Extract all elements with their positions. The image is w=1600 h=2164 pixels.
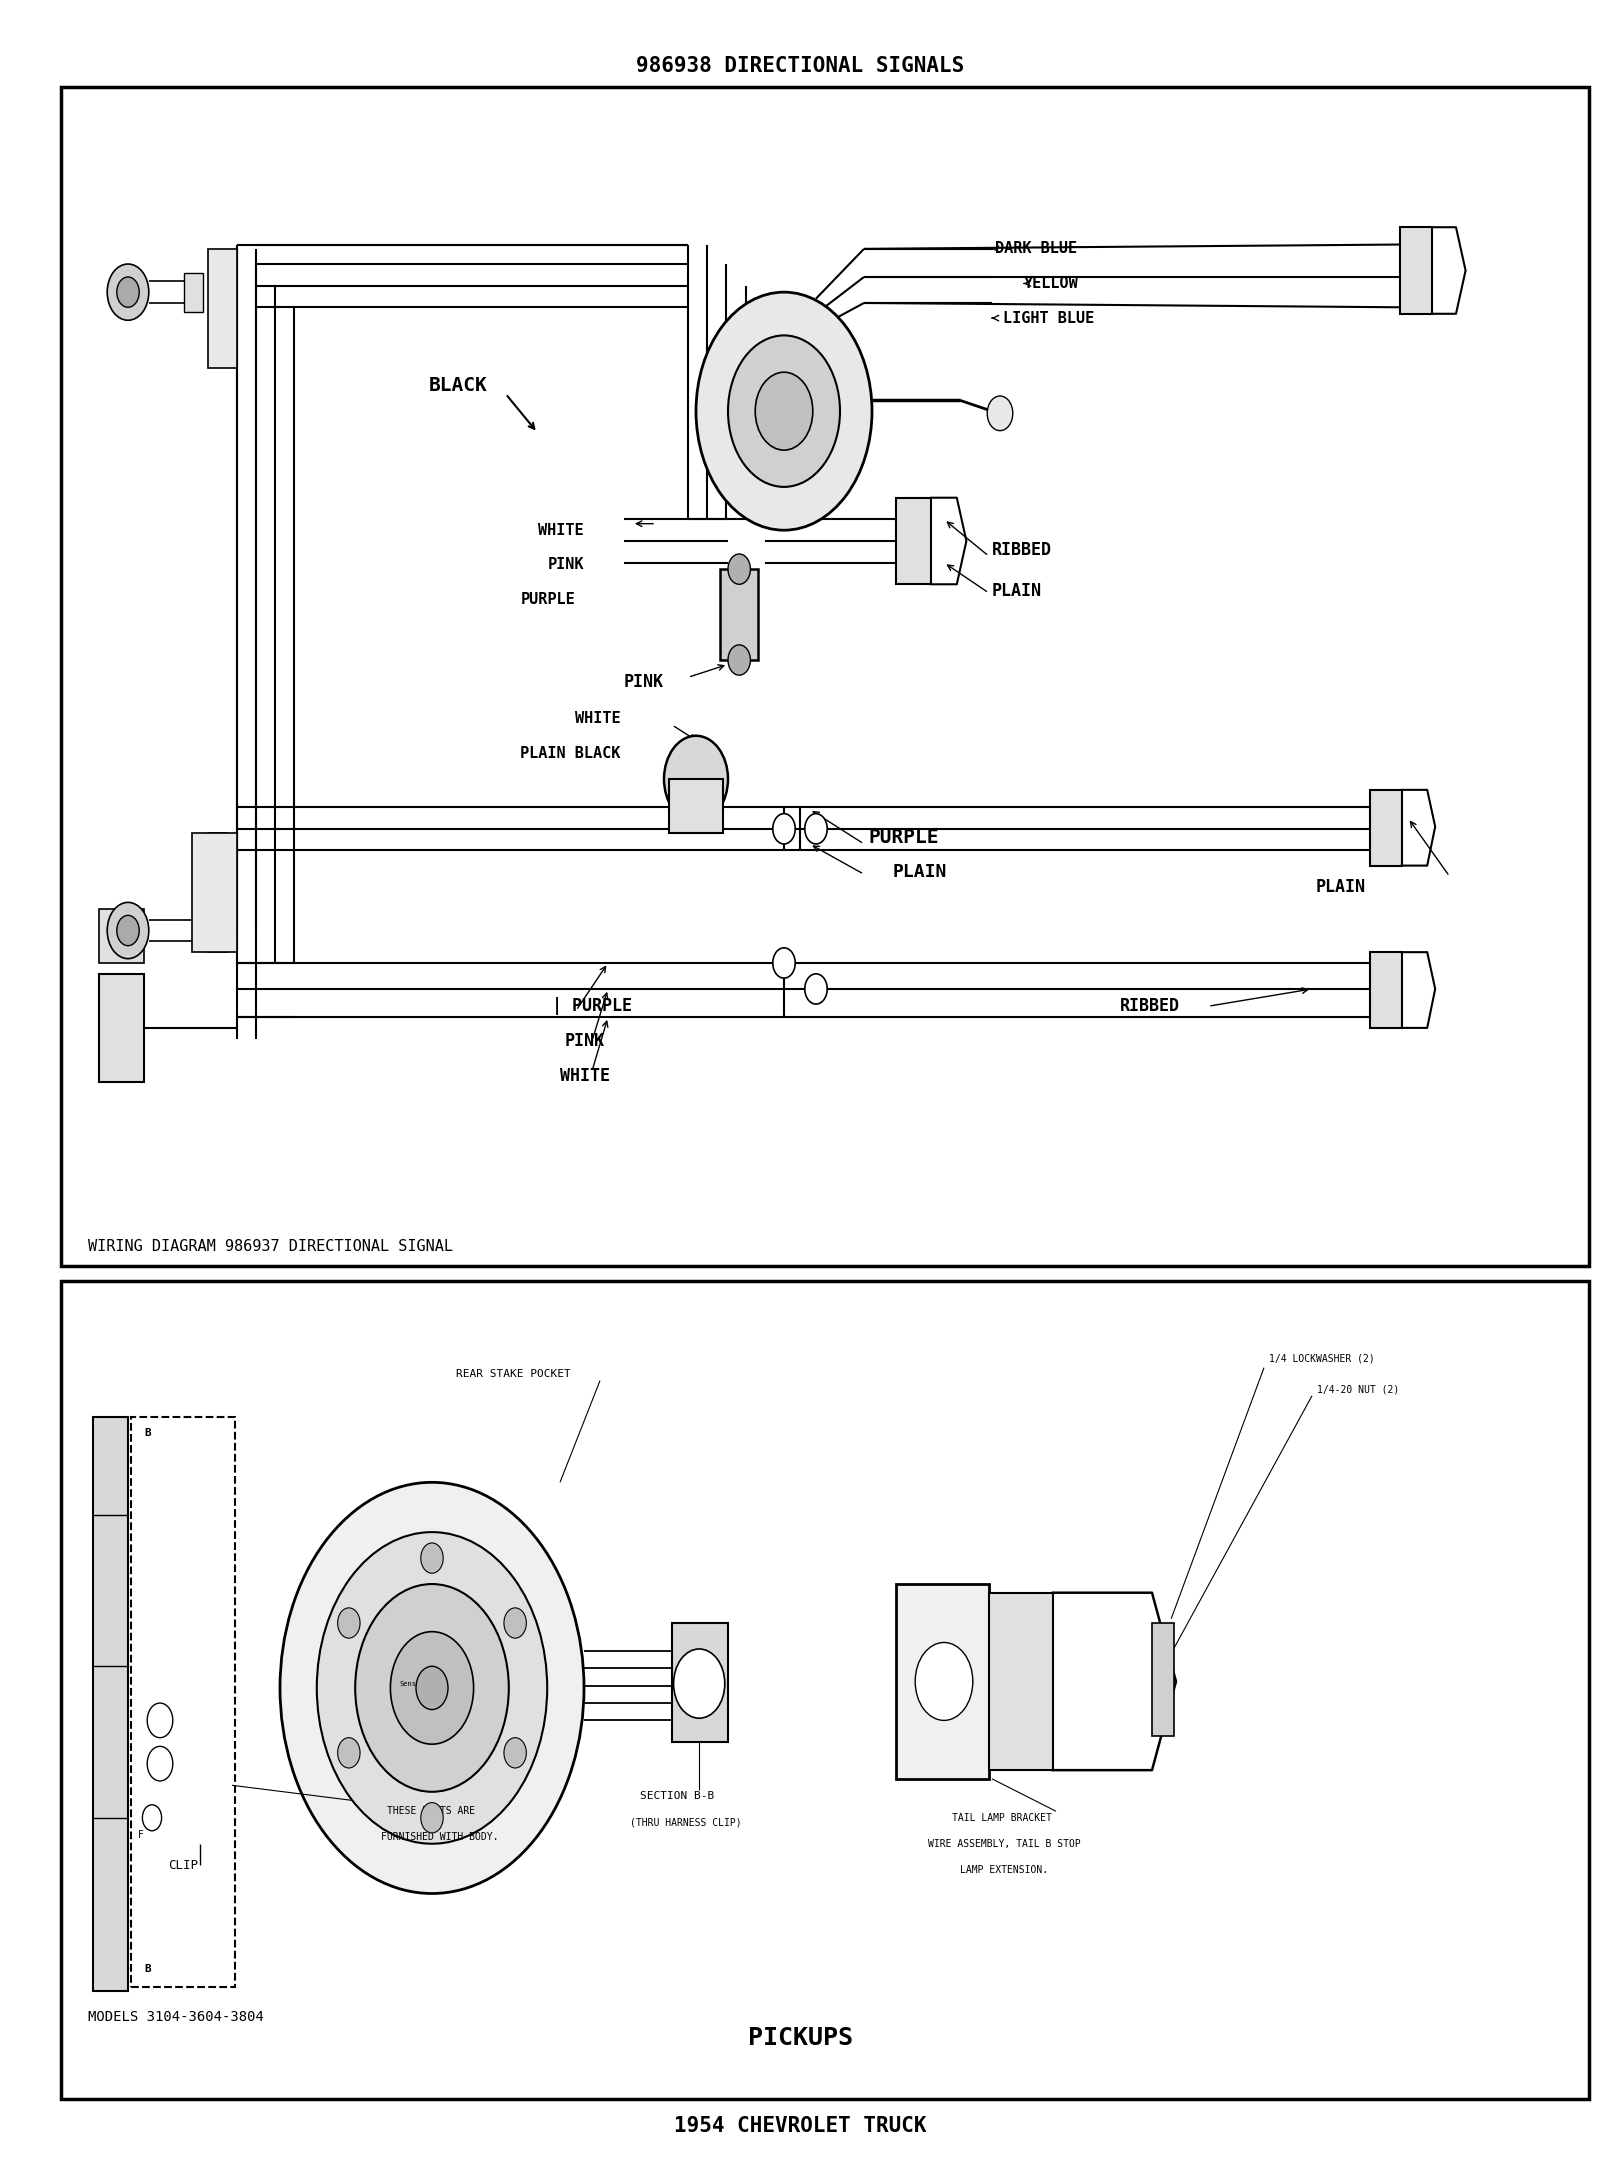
Text: DARK BLUE: DARK BLUE [995,242,1077,255]
Text: RIBBED: RIBBED [1120,998,1181,1015]
Bar [61,1281,1589,2099]
Text: PINK: PINK [565,1032,605,1050]
Bar [93,1417,128,1991]
Bar [896,498,931,584]
Text: YELLOW: YELLOW [1024,277,1078,290]
Circle shape [504,1608,526,1638]
Text: 986938 DIRECTIONAL SIGNALS: 986938 DIRECTIONAL SIGNALS [635,56,965,76]
Text: PINK: PINK [547,558,584,571]
Text: B: B [144,1965,150,1974]
Text: PLAIN: PLAIN [992,582,1042,599]
Text: PINK: PINK [624,673,664,690]
Circle shape [773,948,795,978]
Circle shape [755,372,813,450]
Circle shape [421,1803,443,1833]
Text: MODELS 3104-3604-3804: MODELS 3104-3604-3804 [88,2010,264,2023]
Circle shape [987,396,1013,431]
Circle shape [773,814,795,844]
Text: F: F [138,1831,144,1839]
Bar [896,1584,989,1779]
Circle shape [117,915,139,946]
Text: PURPLE: PURPLE [869,829,939,846]
Bar [1370,790,1402,866]
Text: 1/4 LOCKWASHER (2): 1/4 LOCKWASHER (2) [1269,1355,1374,1363]
Text: PLAIN BLACK: PLAIN BLACK [520,747,621,760]
Text: WHITE: WHITE [574,712,621,725]
Bar [1152,1623,1174,1736]
Bar [672,1623,728,1742]
Circle shape [317,1532,547,1844]
Text: PURPLE: PURPLE [522,593,576,606]
Circle shape [728,645,750,675]
Circle shape [664,736,728,822]
Text: PICKUPS: PICKUPS [747,2026,853,2051]
Circle shape [147,1703,173,1738]
Circle shape [696,292,872,530]
Circle shape [147,1746,173,1781]
Text: (THRU HARNESS CLIP): (THRU HARNESS CLIP) [630,1818,742,1826]
Text: FURNISHED WITH BODY.: FURNISHED WITH BODY. [381,1833,498,1842]
Circle shape [728,554,750,584]
Bar [208,249,237,368]
Circle shape [338,1738,360,1768]
Bar [61,87,1589,1266]
Bar [192,833,237,952]
Bar [99,974,144,1082]
Circle shape [805,974,827,1004]
Circle shape [117,277,139,307]
Bar [989,1593,1053,1770]
Circle shape [280,1482,584,1894]
Circle shape [107,264,149,320]
Circle shape [142,1805,162,1831]
Text: PLAIN: PLAIN [893,863,947,881]
Circle shape [805,814,827,844]
Text: LAMP EXTENSION.: LAMP EXTENSION. [960,1865,1048,1874]
Circle shape [355,1584,509,1792]
Circle shape [421,1543,443,1573]
Bar [99,909,144,963]
Text: THESE PARTS ARE: THESE PARTS ARE [387,1807,475,1816]
Circle shape [416,1666,448,1710]
Circle shape [674,1649,725,1718]
Text: WIRING DIAGRAM 986937 DIRECTIONAL SIGNAL: WIRING DIAGRAM 986937 DIRECTIONAL SIGNAL [88,1240,453,1253]
Circle shape [915,1642,973,1720]
Text: B: B [144,1428,150,1437]
Text: Sensor: Sensor [400,1681,426,1686]
Text: 1/4-20 NUT (2): 1/4-20 NUT (2) [1317,1385,1398,1394]
Bar [1370,952,1402,1028]
Circle shape [338,1608,360,1638]
Text: SECTION B-B: SECTION B-B [640,1792,714,1800]
Text: BLACK: BLACK [429,377,488,394]
Text: WIRE ASSEMBLY, TAIL B STOP: WIRE ASSEMBLY, TAIL B STOP [928,1839,1080,1848]
Bar [131,1417,235,1987]
Circle shape [107,902,149,959]
Text: 1954 CHEVROLET TRUCK: 1954 CHEVROLET TRUCK [674,2116,926,2136]
Bar [669,779,723,833]
Bar [208,833,227,952]
Circle shape [504,1738,526,1768]
Text: LIGHT BLUE: LIGHT BLUE [1003,312,1094,325]
Text: | PURPLE: | PURPLE [552,998,632,1015]
Bar [720,569,758,660]
Text: PLAIN: PLAIN [1315,879,1365,896]
Bar [1400,227,1432,314]
Text: REAR STAKE POCKET: REAR STAKE POCKET [456,1370,571,1378]
Bar [184,273,203,312]
Text: CLIP: CLIP [168,1859,198,1872]
Text: WHITE: WHITE [560,1067,610,1084]
Text: WHITE: WHITE [538,524,584,537]
Text: RIBBED: RIBBED [992,541,1053,558]
Circle shape [390,1632,474,1744]
Text: TAIL LAMP BRACKET: TAIL LAMP BRACKET [952,1813,1051,1822]
Circle shape [728,335,840,487]
